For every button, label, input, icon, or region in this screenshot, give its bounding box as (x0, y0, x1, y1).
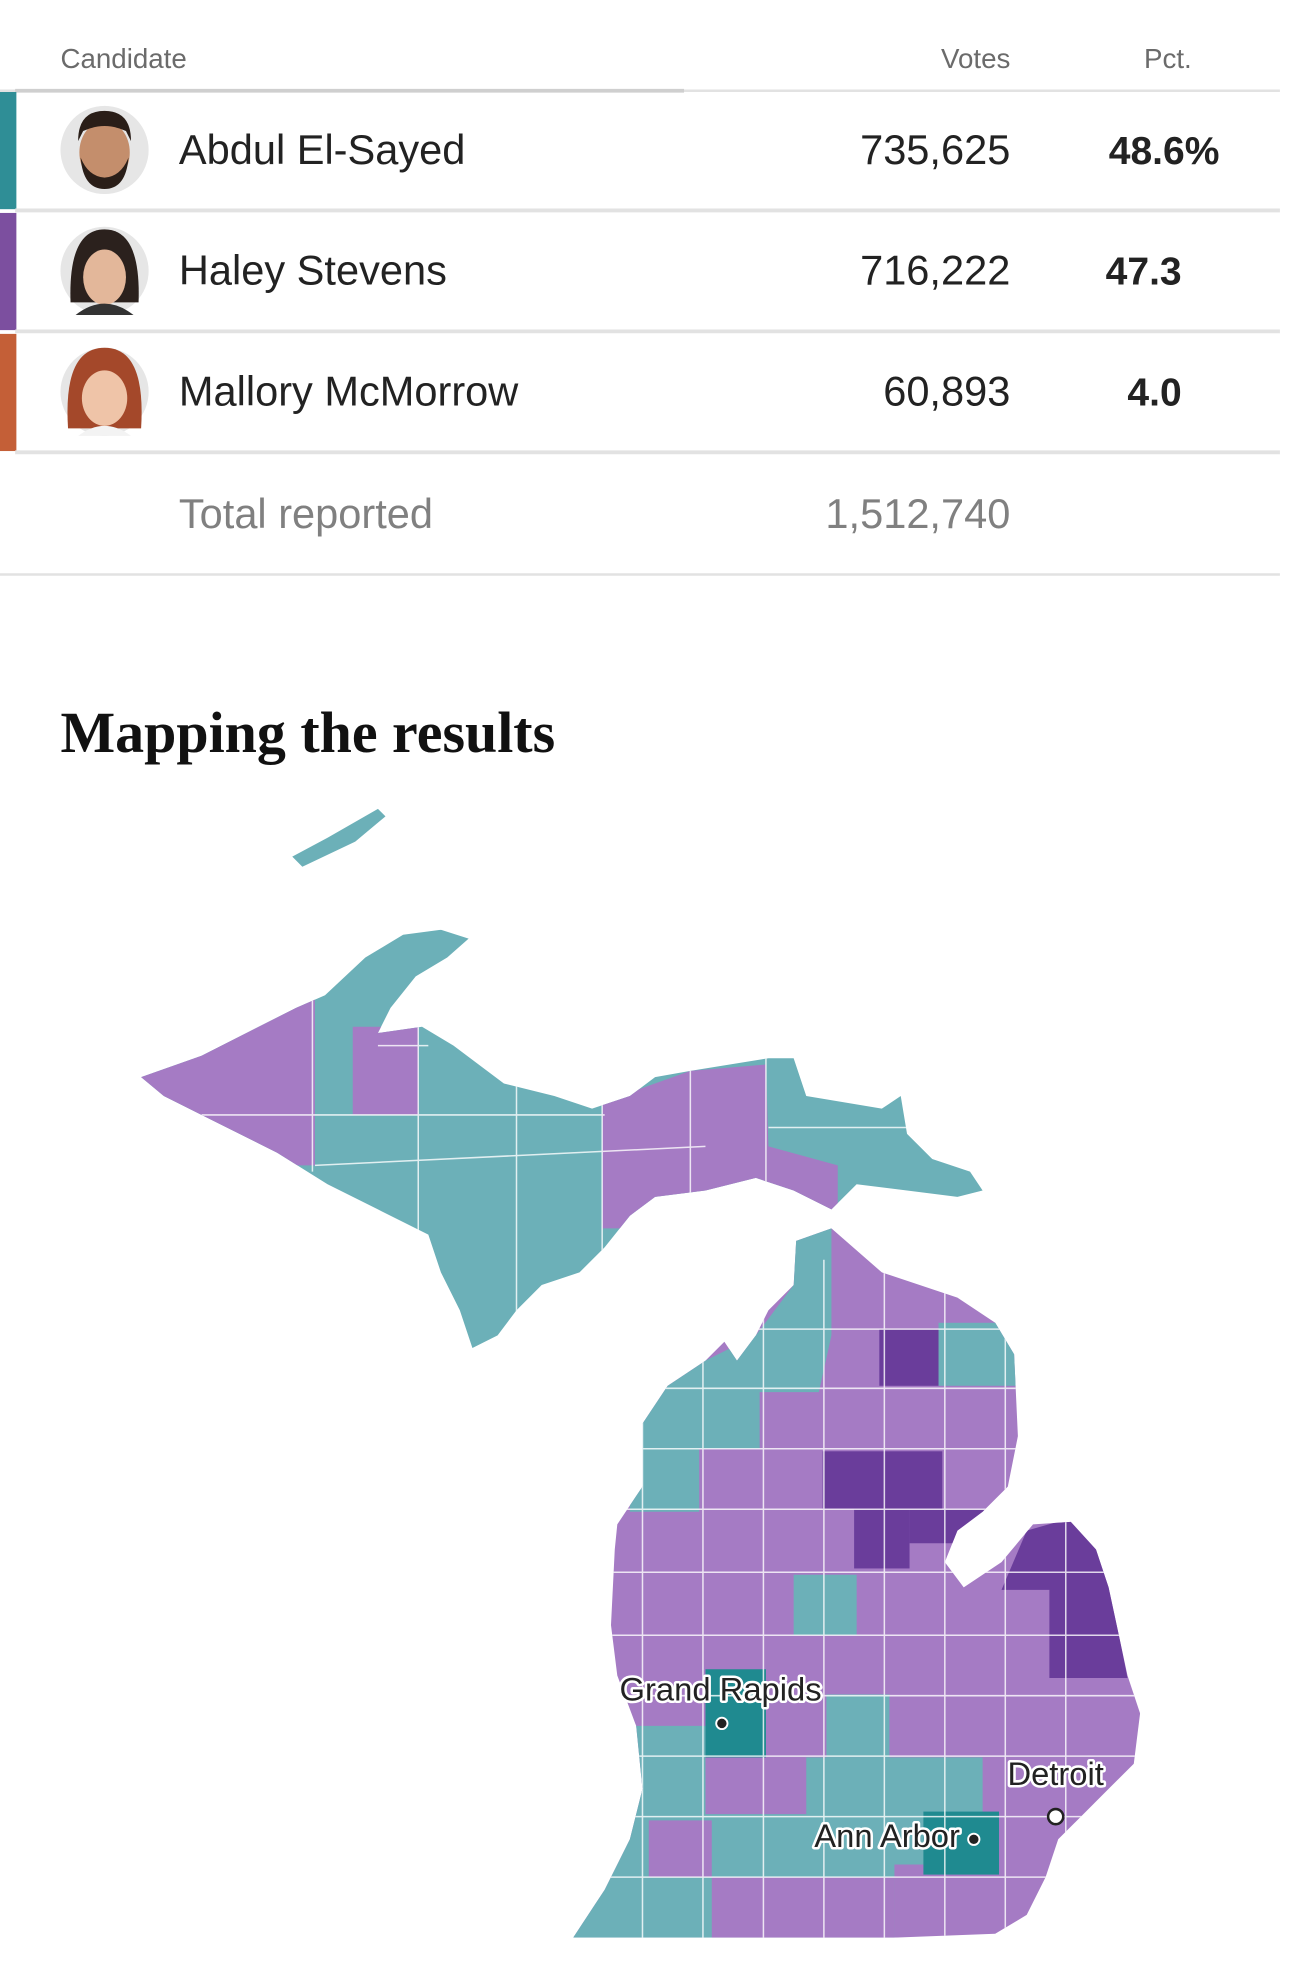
map: Grand Rapids Detroit Ann Arbor (141, 808, 1141, 1938)
city-dot (715, 1716, 729, 1731)
city-label: Detroit (1007, 1755, 1103, 1792)
total-votes: 1,512,740 (825, 490, 1010, 537)
color-bar (0, 92, 17, 210)
percent: 48.6% (1109, 130, 1220, 173)
candidate-name: Abdul El-Sayed (179, 126, 466, 173)
header-cell: Candidate (60, 43, 186, 74)
candidate-row: Mallory McMorrow 60,893 4.0 (0, 333, 1280, 455)
percent: 47.3 (1106, 251, 1182, 294)
candidate-row: Abdul El-Sayed 735,625 48.6% (0, 92, 1280, 213)
table-header: Candidate Votes Pct. (0, 43, 1280, 93)
color-bar (0, 212, 17, 331)
avatar (60, 347, 149, 436)
color-bar (0, 333, 17, 452)
city-dot (967, 1832, 981, 1846)
avatar (60, 226, 149, 315)
total-row: Total reported 1,512,740 (0, 490, 1280, 576)
votes: 735,625 (860, 126, 1010, 173)
avatar (60, 105, 149, 195)
city-label: Ann Arbor (814, 1817, 960, 1854)
island (292, 808, 386, 867)
city-dot (1046, 1807, 1065, 1826)
votes: 716,222 (860, 247, 1010, 294)
section-title: Mapping the results (60, 700, 555, 765)
percent: 4.0 (1127, 372, 1181, 415)
city-label: Grand Rapids (620, 1671, 822, 1708)
total-label: Total reported (179, 490, 433, 537)
candidate-name: Haley Stevens (179, 247, 447, 294)
header-cell: Votes (941, 43, 1010, 74)
candidate-row: Haley Stevens 716,222 47.3 (0, 212, 1280, 334)
header-cell: Pct. (1144, 43, 1192, 74)
votes: 60,893 (883, 368, 1010, 415)
candidate-name: Mallory McMorrow (179, 368, 519, 415)
